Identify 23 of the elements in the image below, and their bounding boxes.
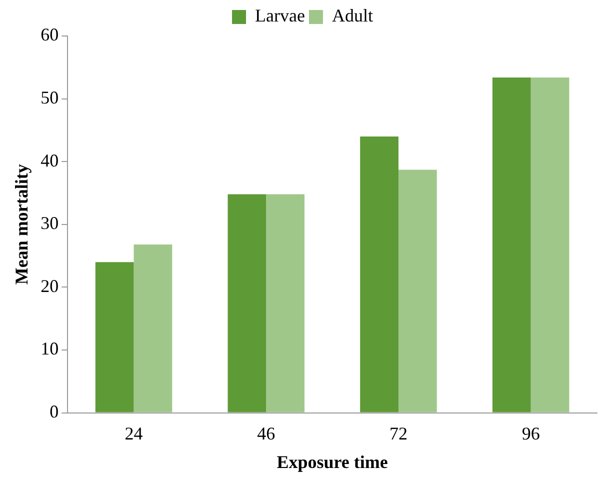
bar bbox=[398, 170, 437, 412]
bar bbox=[134, 244, 172, 412]
x-tick-label: 46 bbox=[257, 423, 276, 444]
y-tick-label: 50 bbox=[40, 88, 59, 108]
bar bbox=[360, 136, 398, 412]
y-axis-title: Mean mortality bbox=[11, 164, 32, 285]
y-tick-label: 30 bbox=[40, 213, 59, 234]
y-tick-label: 0 bbox=[50, 402, 59, 422]
y-tick-label: 20 bbox=[40, 276, 59, 296]
bar bbox=[266, 194, 305, 412]
x-tick-label: 72 bbox=[389, 423, 408, 444]
bar bbox=[492, 77, 531, 412]
x-tick-label: 96 bbox=[522, 423, 540, 444]
x-axis-title: Exposure time bbox=[276, 452, 388, 472]
bar bbox=[95, 262, 134, 412]
bar bbox=[530, 77, 570, 412]
y-tick-label: 10 bbox=[40, 338, 59, 359]
x-tick-label: 24 bbox=[124, 423, 143, 444]
bar bbox=[228, 194, 266, 412]
legend-label: Adult bbox=[332, 6, 373, 26]
legend-label: Larvae bbox=[255, 6, 305, 26]
y-tick-label: 40 bbox=[40, 150, 59, 170]
y-tick-label: 60 bbox=[40, 24, 59, 45]
